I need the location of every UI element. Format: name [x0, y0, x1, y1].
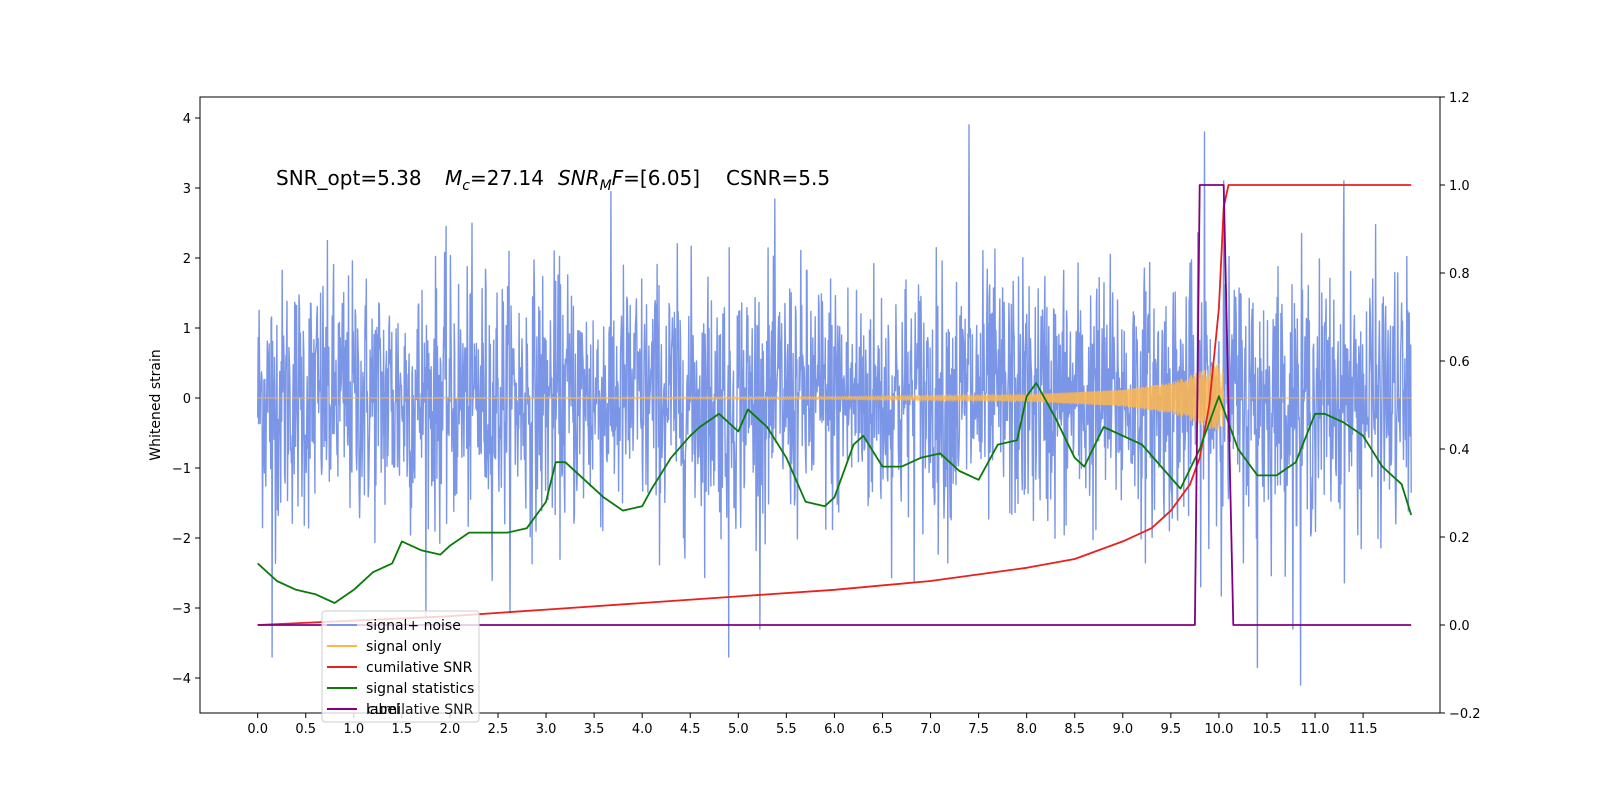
x-tick-label: 0.5: [295, 722, 316, 737]
y-left-tick-label: −3: [172, 602, 191, 617]
x-tick-label: 10.5: [1253, 722, 1282, 737]
legend-label: label: [366, 702, 400, 718]
legend-box: [321, 610, 480, 723]
series-signal-statistics: [257, 382, 1413, 604]
x-tick-label: 2.0: [440, 722, 461, 737]
legend-label: cumilative SNR: [366, 660, 473, 676]
x-tick-label: 9.0: [1112, 722, 1133, 737]
x-tick-label: 4.5: [680, 722, 701, 737]
x-tick-label: 8.0: [1016, 722, 1037, 737]
x-tick-label: 5.5: [776, 722, 797, 737]
x-tick-label: 5.0: [728, 722, 749, 737]
x-tick-label: 4.0: [632, 722, 653, 737]
legend-label: signal only: [366, 639, 441, 655]
y-left-tick-label: 3: [183, 182, 191, 197]
y-left-tick-label: −1: [172, 462, 191, 477]
x-tick-label: 11.5: [1349, 722, 1378, 737]
annotation: SNR_opt=5.38 Mc=27.14 SNRMF=[6.05] CSNR=…: [276, 166, 830, 194]
x-tick-label: 6.5: [872, 722, 893, 737]
x-tick-label: 11.0: [1301, 722, 1330, 737]
plot-area: [257, 124, 1413, 686]
x-tick-label: 7.5: [968, 722, 989, 737]
series-cumulative-snr: [257, 184, 1412, 626]
x-tick-label: 2.5: [488, 722, 509, 737]
x-tick-label: 3.5: [584, 722, 605, 737]
x-tick-label: 3.0: [536, 722, 557, 737]
y-left-tick-label: 2: [183, 252, 191, 267]
annotation-snr-opt: SNR_opt=5.38: [276, 166, 422, 190]
x-tick-label: 9.5: [1161, 722, 1182, 737]
legend-ghost-label: cumilative SNR: [367, 702, 474, 718]
y-right-tick-label: 1.2: [1449, 91, 1470, 106]
series-signal-noise: [257, 124, 1412, 686]
y-axis-label: Whitened strain: [148, 349, 164, 460]
y-right-tick-label: 0.4: [1449, 443, 1470, 458]
x-tick-label: 1.5: [392, 722, 413, 737]
y-right-tick-label: 1.0: [1449, 179, 1470, 194]
y-right-tick-label: 0.8: [1449, 267, 1470, 282]
series-signal-only: [257, 363, 1412, 433]
series-label: [257, 184, 1412, 626]
x-tick-label: 7.0: [920, 722, 941, 737]
x-tick-label: 6.0: [824, 722, 845, 737]
y-right-tick-label: −0.2: [1449, 707, 1481, 722]
plot-frame: [199, 96, 1441, 714]
annotation-snr-mf: SNRMF=[6.05]: [558, 166, 700, 194]
y-left-tick-label: 0: [183, 392, 191, 407]
x-tick-label: 0.0: [247, 722, 268, 737]
y-left-tick-label: −4: [172, 672, 191, 687]
y-right-tick-label: 0.2: [1449, 531, 1470, 546]
axes: 0.0 0.5 1.0 1.5 2.0 2.5 3.0 3.5 4.0 4.5 5.0 5.5 6.0 6…: [172, 91, 1481, 737]
legend: cumilative SNR signal+ noise signal only cu…: [321, 610, 480, 723]
y-left-tick-label: 4: [183, 112, 191, 127]
legend-label: signal statistics: [366, 681, 474, 697]
y-right-tick-label: 0.6: [1449, 355, 1470, 370]
legend-label: signal+ noise: [366, 618, 461, 634]
annotation-mc: Mc=27.14: [445, 166, 544, 194]
y-left-tick-label: −2: [172, 532, 191, 547]
y-left-tick-label: 1: [183, 322, 191, 337]
annotation-csnr: CSNR=5.5: [726, 166, 830, 190]
x-tick-label: 1.0: [343, 722, 364, 737]
y-right-tick-label: 0.0: [1449, 619, 1470, 634]
x-tick-label: 10.0: [1204, 722, 1233, 737]
x-tick-label: 8.5: [1064, 722, 1085, 737]
